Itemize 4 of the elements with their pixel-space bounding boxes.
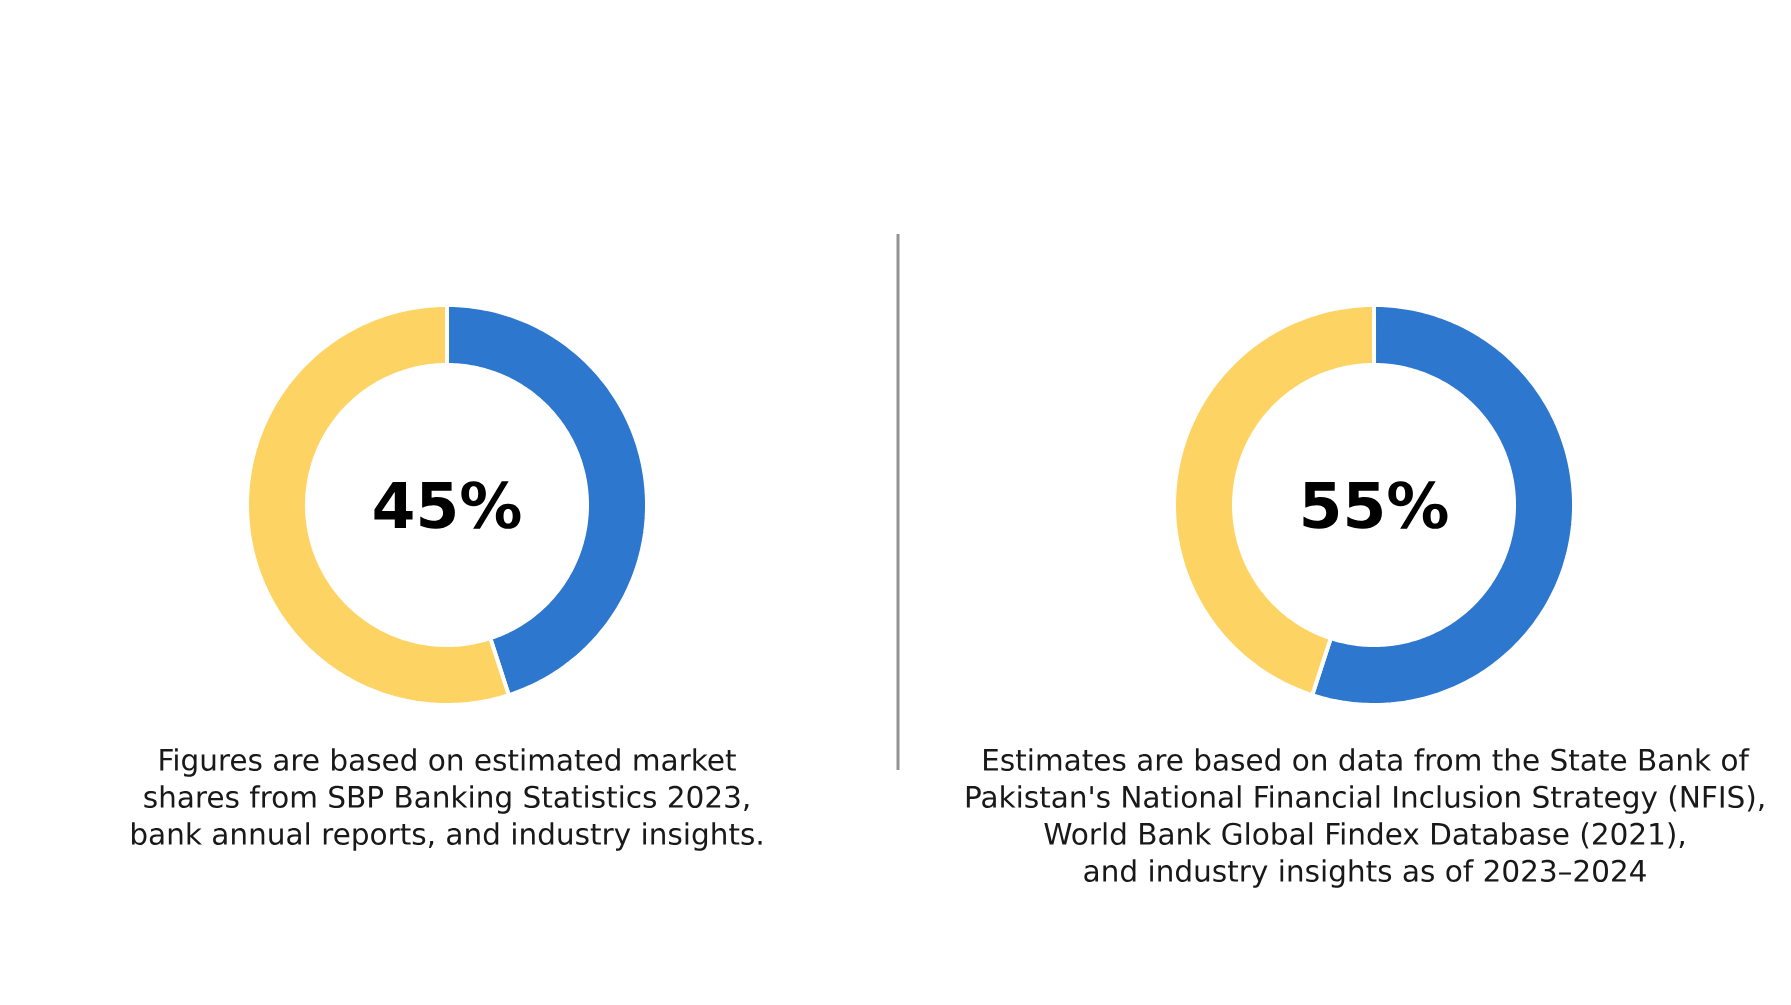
text: Estimates are based on data from the State Bank of Pakistan's National Financial Inclusion Strategy (NFIS), World Bank Global Findex Database (2021), and industry insights as of 2023–2024 [966, 748, 1764, 888]
text: Figures are based on estimated market shares from SBP Banking Statistics 2023, bank annual reports, and industry insights. [132, 748, 762, 851]
text: 55% [1303, 481, 1448, 529]
text: 45% [374, 481, 521, 529]
